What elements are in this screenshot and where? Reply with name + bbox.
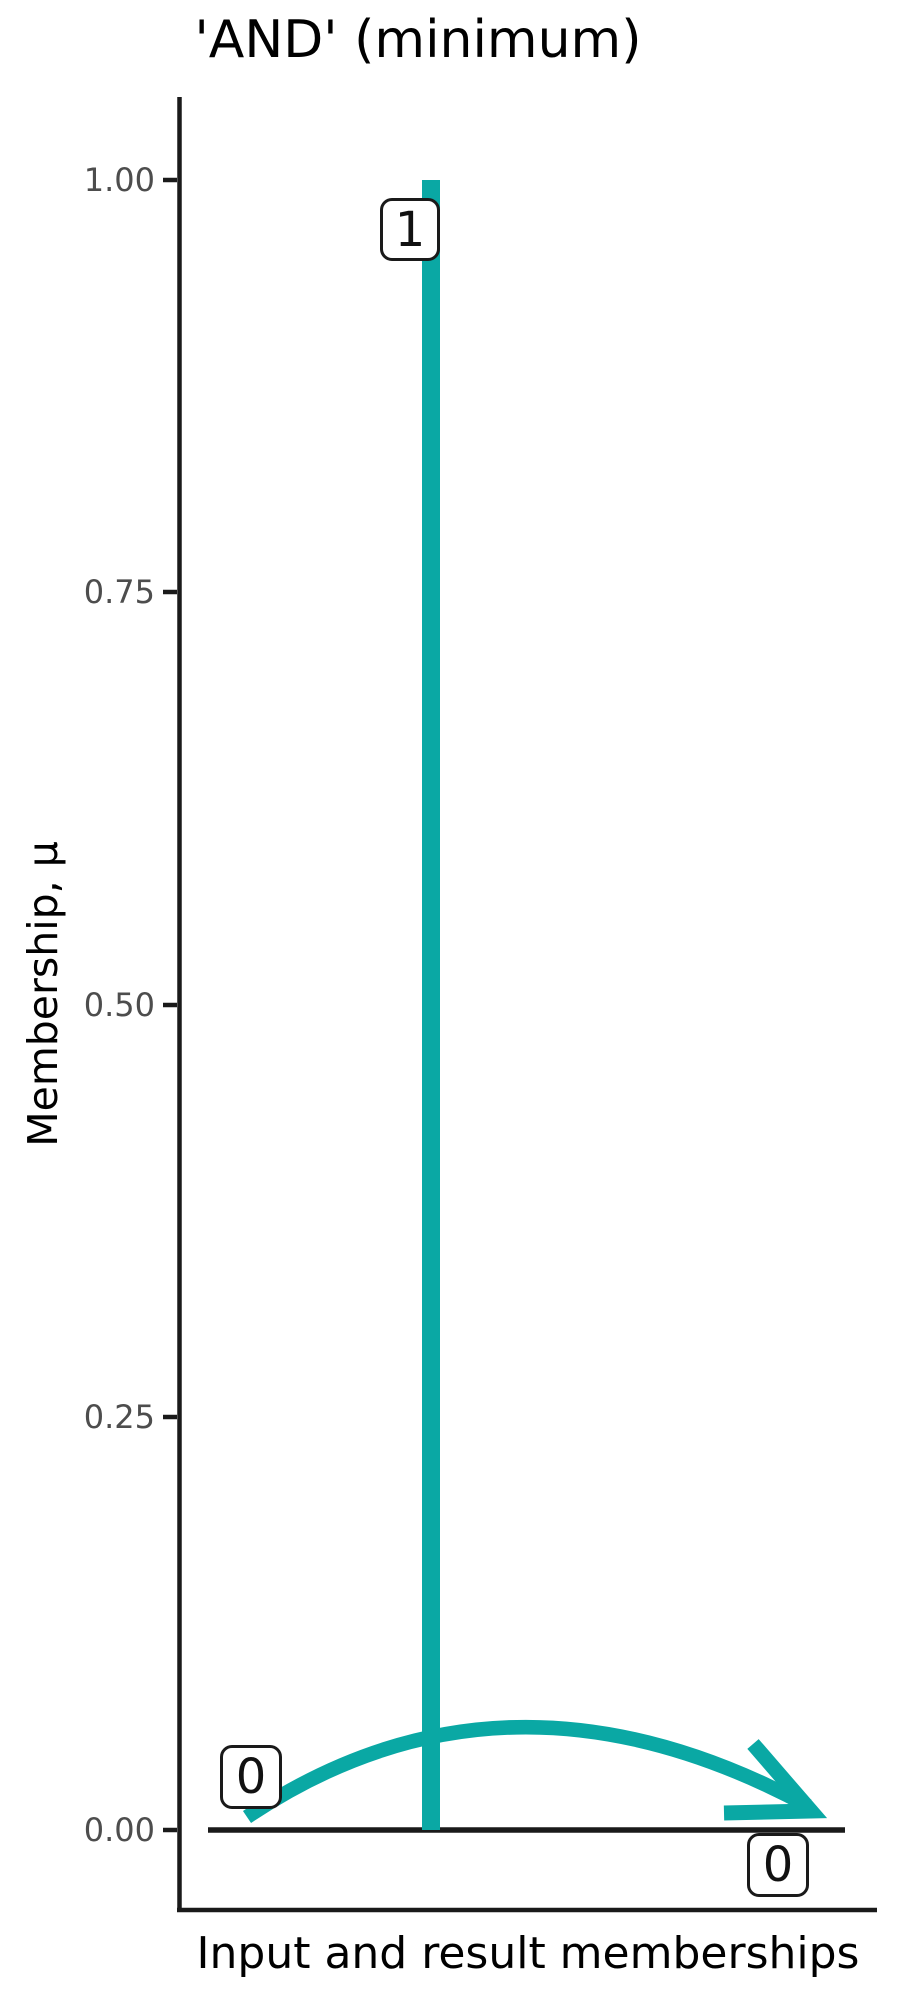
plot-title: 'AND' (minimum) xyxy=(194,10,642,70)
input-zero-value: 0 xyxy=(235,1749,267,1805)
label-box-membership-one: 1 xyxy=(380,198,440,261)
mapping-arrow-head-icon xyxy=(723,1739,828,1821)
label-box-result-zero: 0 xyxy=(747,1833,809,1897)
result-zero-value: 0 xyxy=(762,1837,794,1893)
label-box-input-zero: 0 xyxy=(220,1745,282,1809)
y-tick-label-0-75: 0.75 xyxy=(83,573,155,611)
mapping-arrow-curve xyxy=(242,1719,812,1824)
membership-one-value: 1 xyxy=(394,201,426,258)
y-tick-label-1-00: 1.00 xyxy=(83,161,155,199)
x-axis-label: Input and result memberships xyxy=(196,1928,860,1979)
y-tick-label-0-00: 0.00 xyxy=(83,1811,155,1849)
y-tick-label-0-50: 0.50 xyxy=(83,986,155,1024)
membership-one-bar xyxy=(422,180,440,1830)
y-tick-label-0-25: 0.25 xyxy=(83,1398,155,1436)
